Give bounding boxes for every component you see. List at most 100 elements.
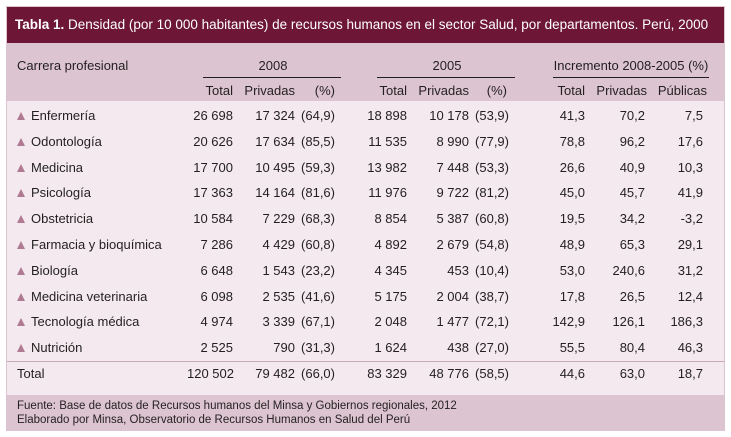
header-group-2005: 2005 (432, 58, 462, 73)
header-pct-2005: (%) (486, 83, 507, 98)
row-label: Medicina veterinaria (17, 284, 147, 310)
cell-total-2005: 11 535 (368, 133, 407, 149)
cell-incremento-privadas: 96,2 (619, 133, 645, 149)
cell-pct-2005: (54,8) (475, 237, 509, 252)
cell-pct-2008: (23,2) (301, 262, 335, 278)
cell-total-2008: 20 626 (193, 133, 233, 149)
cell-privadas-2008: 4 429 (262, 237, 295, 252)
triangle-marker-icon (17, 189, 25, 198)
cell-total-2005: 5 175 (374, 288, 407, 304)
cell-pct-2008: (68,3) (301, 211, 335, 227)
cell-incremento-privadas: 45,7 (619, 185, 645, 201)
cell-incremento-publicas: -3,2 (680, 211, 703, 227)
header-2005-rule (377, 77, 515, 78)
header-privadas-2008: Privadas (244, 83, 295, 98)
cell-privadas-2005: 1 477 (436, 314, 469, 330)
cell-pct-2008: (59,3) (301, 159, 335, 175)
cell-total-2005: 11 976 (368, 185, 407, 201)
cell-incremento-total: 44,6 (559, 366, 585, 381)
cell-incremento-publicas: 41,9 (677, 185, 703, 201)
cell-total-2008: 7 286 (200, 237, 233, 252)
cell-incremento-privadas: 240,6 (612, 262, 645, 278)
cell-incremento-publicas: 29,1 (677, 237, 703, 252)
table-row: Enfermería 26 698 17 324 (64,9) 18 898 10 178… (7, 103, 724, 129)
cell-total-2008: 26 698 (193, 108, 233, 123)
table-row: Obstetricia 10 584 7 229 (68,3) 8 854 5 387 (6… (7, 206, 724, 232)
header-group-incremento: Incremento 2008-2005 (%) (553, 58, 709, 73)
cell-incremento-publicas: 17,6 (677, 133, 703, 149)
table-title: Tabla 1. Densidad (por 10 000 habitantes… (7, 7, 724, 43)
row-label: Enfermería (17, 103, 95, 129)
row-label: Psicología (17, 180, 91, 206)
cell-incremento-total: 19,5 (559, 211, 585, 227)
cell-incremento-total: 26,6 (559, 159, 585, 175)
cell-privadas-2008: 14 164 (255, 185, 295, 201)
cell-total-2005: 4 345 (374, 262, 407, 278)
row-label-text: Medicina (31, 159, 84, 175)
cell-total-2005: 4 892 (374, 237, 407, 252)
cell-pct-2008: (41,6) (301, 288, 335, 304)
cell-incremento-privadas: 34,2 (619, 211, 645, 227)
header-inc-total: Total (557, 83, 585, 98)
cell-pct-2008: (31,3) (301, 340, 335, 356)
cell-pct-2005: (38,7) (475, 288, 509, 304)
row-label-text: Obstetricia (31, 211, 94, 227)
footer-source: Fuente: Base de datos de Recursos humano… (17, 400, 457, 412)
cell-total-2005: 2 048 (374, 314, 407, 330)
cell-total-2008: 10 584 (193, 211, 233, 227)
cell-incremento-privadas: 70,2 (619, 108, 645, 123)
cell-total-2008: 2 525 (200, 340, 233, 356)
cell-incremento-total: 48,9 (559, 237, 585, 252)
header-pct-2008: (%) (314, 83, 335, 98)
header-inc-privadas: Privadas (596, 83, 647, 98)
cell-pct-2005: (10,4) (475, 262, 509, 278)
row-label-text: Nutrición (31, 340, 83, 356)
row-label: Biología (17, 258, 78, 284)
cell-incremento-privadas: 26,5 (619, 288, 645, 304)
cell-incremento-publicas: 18,7 (677, 366, 703, 381)
header-inc-publicas: Públicas (657, 83, 707, 98)
cell-total-2008: 4 974 (200, 314, 233, 330)
cell-privadas-2005: 438 (447, 340, 469, 356)
cell-incremento-publicas: 7,5 (684, 108, 703, 123)
triangle-marker-icon (17, 215, 25, 224)
triangle-marker-icon (17, 241, 25, 249)
cell-pct-2008: (67,1) (301, 314, 335, 330)
cell-total-2008: 120 502 (187, 366, 234, 381)
triangle-marker-icon (17, 266, 25, 275)
row-label: Obstetricia (17, 206, 93, 232)
table-row: Medicina 17 700 10 495 (59,3) 13 982 7 448 (53… (7, 155, 724, 181)
cell-incremento-privadas: 65,3 (619, 237, 645, 252)
cell-privadas-2008: 1 543 (262, 262, 295, 278)
triangle-marker-icon (17, 344, 25, 353)
cell-incremento-total: 142,9 (552, 314, 585, 330)
table-row: Biología 6 648 1 543 (23,2) 4 345 453 (10,4) 53… (7, 258, 724, 284)
cell-privadas-2005: 2 679 (436, 237, 469, 252)
cell-privadas-2005: 5 387 (436, 211, 469, 227)
triangle-marker-icon (17, 137, 25, 146)
cell-total-2008: 17 363 (193, 185, 233, 201)
table-container: Tabla 1. Densidad (por 10 000 habitantes… (6, 6, 725, 431)
header-incremento-rule (553, 77, 709, 78)
cell-privadas-2005: 7 448 (436, 159, 469, 175)
cell-incremento-total: 41,3 (559, 108, 585, 123)
cell-privadas-2005: 8 990 (436, 133, 469, 149)
row-label-text: Medicina veterinaria (31, 288, 148, 304)
cell-incremento-privadas: 63,0 (619, 366, 645, 381)
triangle-marker-icon (17, 292, 25, 301)
cell-pct-2005: (81,2) (475, 185, 509, 201)
cell-incremento-total: 17,8 (559, 288, 585, 304)
row-label: Total (17, 361, 44, 387)
table-row: Farmacia y bioquímica 7 286 4 429 (60,8) 4 8… (7, 232, 724, 258)
cell-pct-2008: (64,9) (301, 108, 335, 123)
cell-total-2005: 83 329 (367, 366, 407, 381)
row-label-text: Psicología (31, 185, 91, 201)
cell-privadas-2008: 2 535 (262, 288, 295, 304)
header-total-2005: Total (379, 83, 407, 98)
cell-privadas-2008: 790 (273, 340, 295, 356)
table-row: Nutrición 2 525 790 (31,3) 1 624 438 (27,0) 55,… (7, 335, 724, 361)
table-row: Odontología 20 626 17 634 (85,5) 11 535 8 990… (7, 129, 724, 155)
cell-privadas-2008: 3 339 (262, 314, 295, 330)
row-label-text: Tecnología médica (31, 314, 140, 330)
cell-pct-2008: (81,6) (301, 185, 335, 201)
